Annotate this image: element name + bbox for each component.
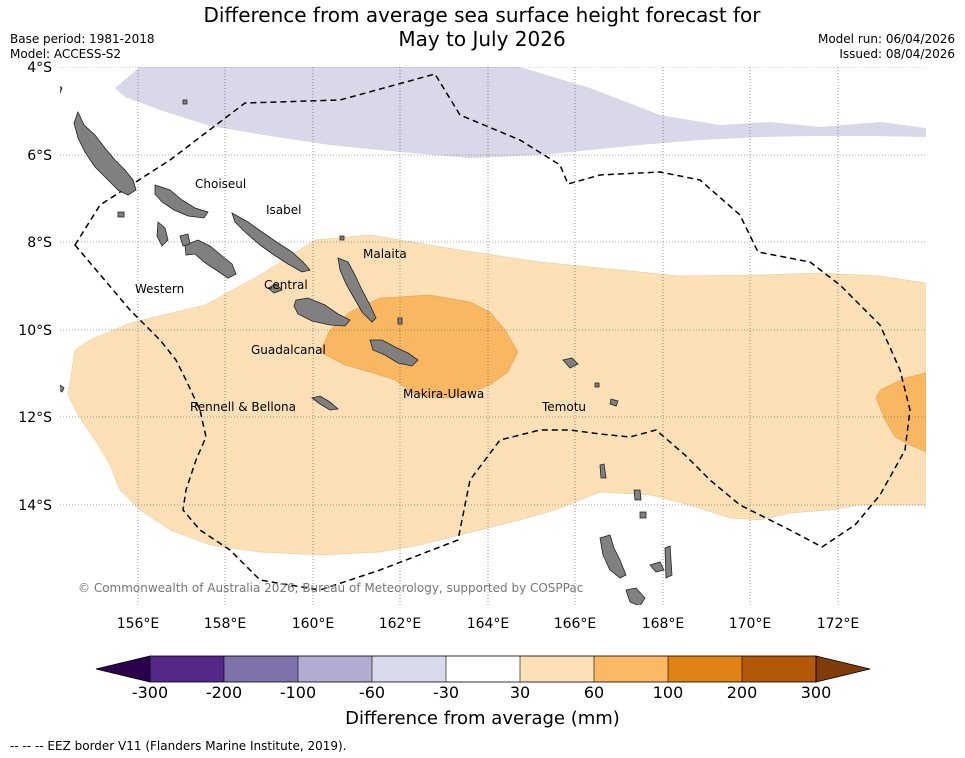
lat-label-4s: 4°S [27,60,52,76]
colorbar-bin-3 [298,656,372,682]
island-santa-cruz [562,357,579,369]
colorbar-bin-9 [742,656,816,682]
island-kolombangara [179,233,191,247]
cb-tick-m30: -30 [432,683,460,702]
island-choiseul-east [154,184,209,219]
map-figure: Choiseul Isabel Malaita Western Central … [18,60,926,632]
colorbar-dividers [223,656,743,682]
island-rennell [311,395,339,411]
lon-label-160e: 160°E [292,616,335,632]
lon-label-164e: 164°E [467,616,510,632]
island-russell [267,283,283,294]
cb-tick-300: 300 [800,683,832,702]
ssh-negative-region [115,67,926,158]
cb-tick-60: 60 [583,683,605,702]
lon-label-172e: 172°E [817,616,860,632]
lat-label-12s: 12°S [18,410,52,426]
province-labels: Choiseul Isabel Malaita Western Central … [135,177,586,414]
colorbar-bin-8 [668,656,742,682]
eez-border [74,73,911,591]
cb-tick-m60: -60 [358,683,386,702]
colorbar-bin-4 [372,656,446,682]
label-rennell-bellona: Rennell & Bellona [190,400,296,414]
lon-label-166e: 166°E [554,616,597,632]
cb-tick-m100: -100 [279,683,317,702]
island-vanuatu-north [599,534,627,579]
colorbar-bin-5 [446,656,520,682]
cb-tick-30: 30 [509,683,531,702]
island-bougainville-tip [60,86,63,94]
lon-label-156e: 156°E [117,616,160,632]
ssh-high-region-central [319,294,519,399]
colorbar-title: Difference from average (mm) [345,708,620,729]
cb-tick-m300: -300 [131,683,169,702]
island-malaita [337,257,377,323]
island-small-w [117,211,125,218]
island-vanuatu-4 [664,545,673,579]
lon-label-170e: 170°E [729,616,772,632]
lat-label-10s: 10°S [18,323,52,339]
island-vanuatu-2 [625,587,646,605]
longitude-labels: 156°E 158°E 160°E 162°E 164°E 166°E 168°… [117,616,860,632]
label-makira-ulawa: Makira-Ulawa [403,387,484,401]
island-new-georgia [184,239,237,279]
island-vanuatu-3 [649,561,665,573]
colorbar-max-arrow [815,655,871,683]
island-banks [633,489,642,501]
title-line-2: May to July 2026 [398,27,566,51]
cb-tick-200: 200 [726,683,758,702]
label-guadalcanal: Guadalcanal [251,343,326,357]
colorbar-bin-6 [520,656,594,682]
lon-label-168e: 168°E [642,616,685,632]
lat-label-8s: 8°S [27,235,52,251]
island-choiseul [73,110,137,196]
label-central: Central [264,278,308,292]
ssh-positive-region [67,234,926,556]
run-info: Model run: 06/04/2026 Issued: 08/04/2026 [818,32,955,62]
island-guadalcanal [293,297,351,327]
lat-label-14s: 14°S [18,498,52,514]
lon-label-162e: 162°E [379,616,422,632]
issued-date: Issued: 08/04/2026 [839,47,955,61]
colorbar-bin-7 [594,656,668,682]
lon-label-158e: 158°E [204,616,247,632]
colorbar [95,655,871,683]
island-small-central [397,317,403,325]
latitude-labels: 4°S 6°S 8°S 10°S 12°S 14°S [18,60,52,514]
base-info: Base period: 1981-2018 Model: ACCESS-S2 [10,32,155,62]
colorbar-bin-1 [150,656,224,682]
island-isabel [231,212,311,273]
map-title: Difference from average sea surface heig… [0,3,965,51]
label-temotu: Temotu [541,400,586,414]
colorbar-bin-2 [224,656,298,682]
colorbar-min-arrow [95,655,151,683]
island-vella-lavella [156,221,169,247]
land-masses [60,86,673,605]
base-period: Base period: 1981-2018 [10,32,155,46]
island-banks-2 [639,511,647,519]
title-line-1: Difference from average sea surface heig… [203,3,761,27]
island-vanikoro [609,398,619,407]
label-isabel: Isabel [266,203,301,217]
label-malaita: Malaita [363,247,407,261]
cb-tick-100: 100 [652,683,684,702]
model-name: Model: ACCESS-S2 [10,47,122,61]
colorbar-frame [149,655,817,683]
island-far-west [60,384,65,393]
island-tikopia [594,382,600,388]
island-ontong-java [182,99,188,105]
label-choiseul: Choiseul [195,177,246,191]
island-torres [599,463,607,479]
eez-legend-note: -- -- -- EEZ border V11 (Flanders Marine… [10,739,347,753]
ssh-high-region-east [875,372,926,453]
island-makira [369,339,419,367]
copyright-notice: © Commonwealth of Australia 2026, Bureau… [78,581,583,595]
cb-tick-m200: -200 [205,683,243,702]
graticule [60,67,926,605]
island-small-north [339,235,345,241]
lat-label-6s: 6°S [27,148,52,164]
model-run: Model run: 06/04/2026 [817,32,955,46]
label-western: Western [135,282,184,296]
